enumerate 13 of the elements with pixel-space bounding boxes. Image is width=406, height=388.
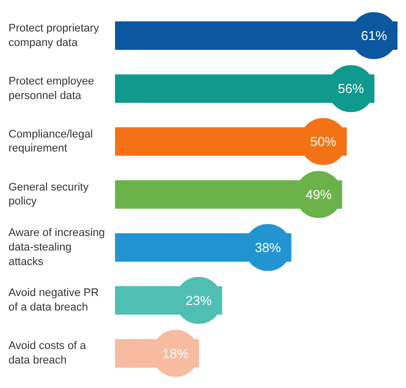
y-tick-label: Avoid costs of a data breach xyxy=(8,340,87,367)
y-tick-label: Avoid negative PR of a data breach xyxy=(8,287,99,314)
data-label: 56% xyxy=(338,81,364,96)
y-tick-label: General security policy xyxy=(8,181,90,208)
y-tick-label: Compliance/legal requirement xyxy=(8,128,93,155)
data-label: 50% xyxy=(310,134,337,150)
y-tick-label: Protect employee personnel data xyxy=(8,75,94,102)
data-label: 38% xyxy=(254,240,282,255)
data-label: 23% xyxy=(186,292,212,308)
data-label: 61% xyxy=(360,28,388,44)
y-tick-label: Aware of increasing data-stealing attacks xyxy=(8,227,105,268)
y-tick-label: Protect proprietary company data xyxy=(8,22,100,49)
data-label: 49% xyxy=(306,187,332,202)
